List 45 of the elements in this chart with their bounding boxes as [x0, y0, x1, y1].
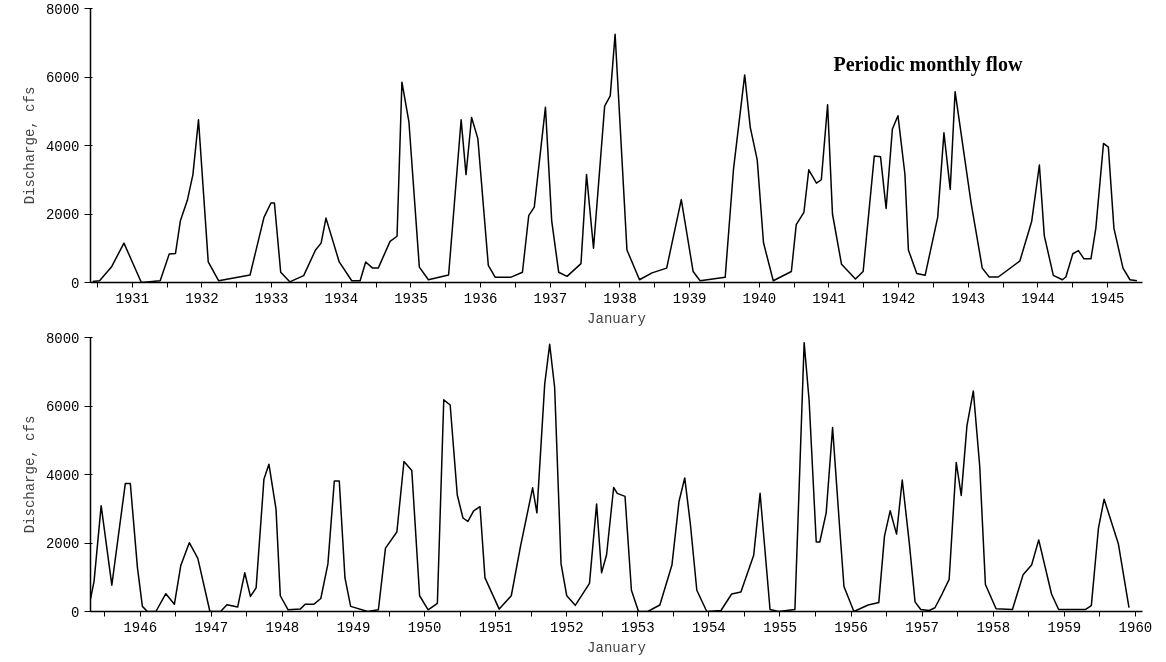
x-tick-label: 1951 — [478, 619, 513, 636]
text: Periodic monthly flow — [833, 52, 1023, 76]
x-tick-label: 1932 — [185, 290, 219, 307]
x-tick-label: 1941 — [812, 290, 846, 307]
x-tick-label: 1953 — [621, 619, 655, 636]
x-axis-title: January — [587, 639, 646, 656]
x-tick-label: 1945 — [1090, 290, 1125, 307]
x-tick-label: 1958 — [976, 619, 1011, 636]
x-tick-label: 1944 — [1021, 290, 1055, 307]
x-tick-label: 1936 — [463, 290, 498, 307]
x-tick-label: 1933 — [254, 290, 289, 307]
x-tick-label: 1942 — [881, 290, 916, 307]
y-tick-label: 2000 — [45, 536, 80, 552]
x-tick-label: 1954 — [692, 619, 726, 636]
x-tick-label: 1935 — [394, 290, 428, 307]
y-tick-label: 8000 — [45, 1, 80, 18]
x-tick-label: 1938 — [603, 290, 637, 307]
y-tick-label: 4000 — [45, 467, 80, 484]
x-tick-label: 1957 — [905, 619, 939, 636]
x-tick-label: 1940 — [742, 290, 777, 307]
x-tick-label: 1937 — [533, 290, 568, 307]
x-tick-label: 1956 — [834, 619, 868, 636]
x-tick-label: 1960 — [1118, 619, 1153, 636]
x-tick-label: 1948 — [265, 619, 300, 636]
y-tick-label: 8000 — [45, 330, 80, 347]
x-tick-label: 1947 — [194, 619, 229, 636]
y-tick-label: 6000 — [45, 70, 80, 86]
x-tick-label: 1949 — [336, 619, 371, 636]
x-tick-label: 1955 — [763, 619, 797, 636]
x-tick-label: 1939 — [672, 290, 707, 307]
x-tick-label: 1952 — [549, 619, 584, 636]
y-axis-title: Discharge, cfs — [21, 86, 38, 205]
x-tick-label: 1931 — [115, 290, 150, 307]
y-tick-label: 4000 — [45, 138, 80, 155]
y-tick-label: 6000 — [45, 399, 80, 415]
x-tick-label: 1943 — [951, 290, 986, 307]
y-tick-label: 2000 — [45, 207, 80, 223]
x-tick-label: 1959 — [1047, 619, 1082, 636]
x-tick-label: 1950 — [407, 619, 442, 636]
y-axis-title: Discharge, cfs — [21, 415, 38, 534]
y-tick-label: 0 — [71, 275, 80, 292]
x-tick-label: 1946 — [123, 619, 158, 636]
x-tick-label: 1934 — [324, 290, 359, 307]
y-tick-label: 0 — [71, 604, 80, 621]
x-axis-title: January — [587, 310, 646, 327]
